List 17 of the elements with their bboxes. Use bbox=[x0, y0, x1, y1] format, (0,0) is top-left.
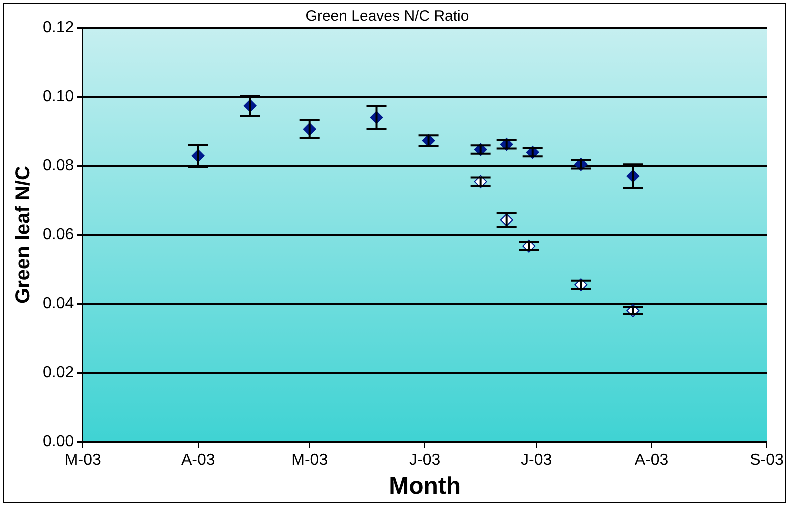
y-tick-label: 0.06 bbox=[43, 226, 74, 244]
x-tick-label: A-03 bbox=[634, 452, 669, 470]
y-axis-title: Green leaf N/C bbox=[12, 166, 35, 304]
x-tick-label: J-03 bbox=[521, 452, 552, 470]
x-tick-label: M-03 bbox=[292, 452, 328, 470]
x-tick-label: M-03 bbox=[64, 452, 102, 470]
x-tick-label: J-03 bbox=[410, 452, 441, 470]
chart-title: Green Leaves N/C Ratio bbox=[306, 8, 470, 26]
y-tick-label: 0.08 bbox=[43, 157, 74, 174]
y-tick-label: 0.04 bbox=[43, 295, 74, 312]
x-tick-label: A-03 bbox=[181, 452, 216, 470]
y-tick-label: 0.12 bbox=[43, 19, 74, 36]
y-tick-label: 0.10 bbox=[43, 88, 74, 106]
y-tick-label: 0.00 bbox=[43, 433, 74, 450]
x-axis-title: Month bbox=[389, 473, 462, 500]
x-tick-label: S-03 bbox=[750, 452, 784, 470]
y-tick-label: 0.02 bbox=[43, 364, 74, 382]
